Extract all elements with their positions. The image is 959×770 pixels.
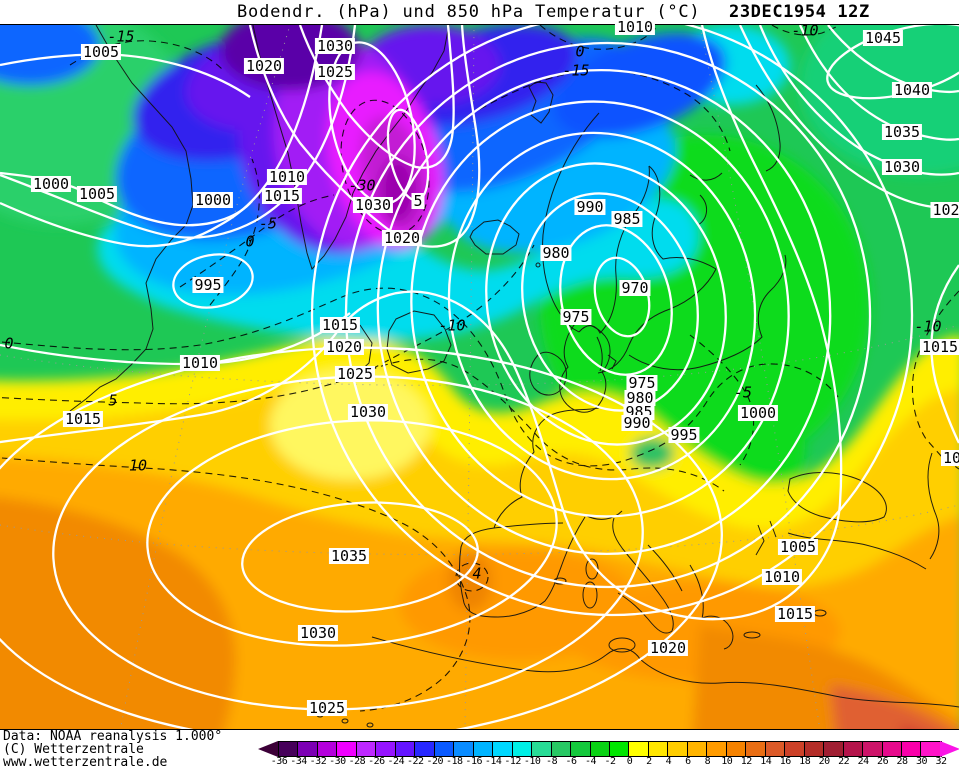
- colorbar-tick: -12: [504, 756, 521, 767]
- colorbar-cell: [804, 742, 825, 756]
- footer: Data: NOAA reanalysis 1.000° (C) Wetterz…: [0, 730, 959, 770]
- colorbar-cell: [473, 742, 494, 756]
- colorbar-cells: [278, 741, 942, 757]
- colorbar-cell: [454, 742, 474, 756]
- colorbar-cell: [317, 742, 338, 756]
- colorbar-tick: -28: [348, 756, 366, 767]
- colorbar-cell: [395, 742, 416, 756]
- colorbar-cell: [551, 742, 572, 756]
- colorbar-cell: [785, 742, 805, 756]
- colorbar-tick: -2: [604, 756, 616, 767]
- colorbar-cell: [337, 742, 357, 756]
- isobar-layer: [0, 25, 959, 729]
- colorbar-tick: -6: [565, 756, 578, 767]
- colorbar-cell: [415, 742, 435, 756]
- colorbar-tick: 20: [818, 756, 831, 767]
- colorbar-tick: 18: [799, 756, 811, 767]
- colorbar-tick: 14: [760, 756, 772, 767]
- colorbar-cell: [493, 742, 513, 756]
- colorbar-tick: -4: [584, 756, 597, 767]
- colorbar-cell: [609, 742, 630, 756]
- colorbar-cell: [726, 742, 747, 756]
- colorbar-tick: -8: [546, 756, 558, 767]
- colorbar-cell: [921, 742, 941, 756]
- colorbar-cell: [629, 742, 649, 756]
- weather-map: [0, 24, 959, 730]
- colorbar-tick: 6: [685, 756, 691, 767]
- colorbar-cell: [356, 742, 377, 756]
- colorbar-tick: 4: [665, 756, 672, 767]
- temperature-fill-layer: [0, 25, 959, 729]
- colorbar-tick: -14: [484, 756, 502, 767]
- colorbar-tick: 16: [779, 756, 792, 767]
- temperature-colorbar: -36 -34 -32 -30 -28 -26 -24 -22 -20 -18 -16 -14 -12-…: [0, 740, 959, 770]
- colorbar-cell: [902, 742, 922, 756]
- colorbar-cell: [882, 742, 902, 756]
- colorbar-tick: 2: [646, 756, 652, 767]
- data-source-text: Data: NOAA reanalysis 1.000°: [3, 729, 223, 744]
- colorbar-cell: [707, 742, 727, 756]
- graticule-layer: [0, 25, 959, 729]
- copyright-text: (C) Wetterzentrale: [3, 742, 144, 757]
- colorbar-tick: 30: [915, 756, 928, 767]
- colorbar-cell: [298, 742, 318, 756]
- colorbar-tick: 32: [935, 756, 947, 767]
- colorbar-cell: [279, 742, 299, 756]
- colorbar-right-arrow-icon: [940, 741, 959, 757]
- colorbar-cell: [512, 742, 533, 756]
- colorbar-tick: 26: [877, 756, 889, 767]
- colorbar-cell: [863, 742, 883, 756]
- colorbar-left-arrow-icon: [258, 741, 278, 757]
- colorbar-tick: -22: [407, 756, 424, 767]
- colorbar-cell: [687, 742, 708, 756]
- title-bar: Bodendr. (hPa) und 850 hPa Temperatur (°…: [0, 0, 959, 24]
- colorbar-tick: 24: [857, 756, 870, 767]
- map-datetime: 23DEC1954 12Z: [729, 2, 870, 22]
- colorbar-cell: [648, 742, 669, 756]
- colorbar-cell: [532, 742, 552, 756]
- colorbar-cell: [376, 742, 396, 756]
- colorbar-cell: [824, 742, 844, 756]
- colorbar-tick: 22: [838, 756, 850, 767]
- colorbar-tick: 8: [704, 756, 711, 767]
- map-title: Bodendr. (hPa) und 850 hPa Temperatur (°…: [237, 2, 701, 22]
- colorbar-tick: -26: [368, 756, 385, 767]
- colorbar-cell: [668, 742, 688, 756]
- colorbar-tick: -34: [290, 756, 307, 767]
- colorbar-tick: -20: [426, 756, 444, 767]
- map-canvas: [0, 25, 959, 729]
- colorbar-cell: [843, 742, 864, 756]
- website-text: www.wetterzentrale.de: [3, 755, 168, 770]
- colorbar-tick-labels: -36 -34 -32 -30 -28 -26 -24 -22 -20 -18 -16 -14 -12-…: [0, 756, 959, 768]
- colorbar-tick: 10: [721, 756, 733, 767]
- colorbar-cell: [571, 742, 591, 756]
- colorbar-tick: -16: [465, 756, 482, 767]
- colorbar-tick: -30: [329, 756, 346, 767]
- colorbar-tick: 28: [896, 756, 909, 767]
- colorbar-tick: -32: [309, 756, 327, 767]
- colorbar-tick: 0: [626, 756, 633, 767]
- colorbar-cell: [434, 742, 455, 756]
- colorbar-tick: -18: [445, 756, 463, 767]
- colorbar-tick: -10: [523, 756, 541, 767]
- colorbar-cell: [590, 742, 610, 756]
- colorbar-tick: 12: [740, 756, 753, 767]
- colorbar-cell: [746, 742, 766, 756]
- colorbar-tick: -36: [270, 756, 288, 767]
- colorbar-tick: -24: [387, 756, 405, 767]
- colorbar-cell: [765, 742, 786, 756]
